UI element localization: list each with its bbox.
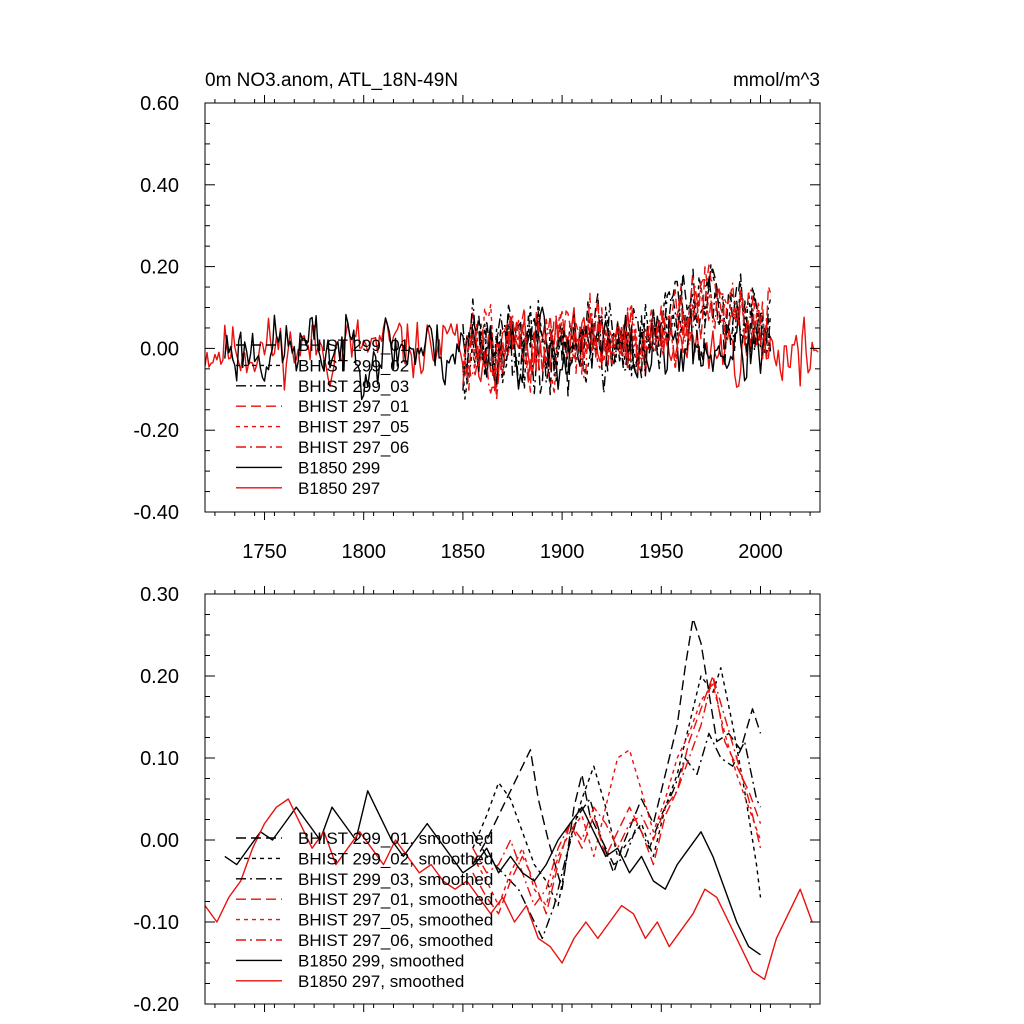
bottom-legend-label: B1850 297, smoothed (298, 972, 464, 991)
top-series-bhist-297-06 (462, 279, 772, 394)
top-legend-label: BHIST 299_01 (298, 336, 409, 355)
top-xtick-label: 1800 (341, 541, 386, 563)
top-series-bhist-299-03 (462, 274, 772, 395)
top-legend-label: B1850 299 (298, 458, 380, 477)
top-title-right: mmol/m^3 (733, 70, 820, 91)
bottom-ytick-label: 0.10 (140, 748, 179, 770)
bottom-series-b1850-299-smoothed (224, 790, 761, 956)
bottom-series-bhist-299-01-smoothed (472, 617, 762, 890)
bottom-series-bhist-299-03-smoothed (472, 732, 762, 940)
top-xtick-label: 1950 (639, 541, 684, 563)
bottom-ytick-label: 0.30 (140, 584, 179, 606)
top-legend-item-bhist-297-01: BHIST 297_01 (236, 397, 409, 416)
bottom-legend-label: BHIST 297_01, smoothed (298, 890, 493, 909)
bottom-legend-label: BHIST 299_01, smoothed (298, 829, 493, 848)
bottom-panel: 0.30 0.20 0.10 0.00 -0.10 -0.20 BHIST 299_01,… (133, 584, 821, 1016)
bottom-legend-item-bhist-299-01-smoothed: BHIST 299_01, smoothed (236, 829, 493, 848)
top-legend-label: B1850 297 (298, 479, 380, 498)
bottom-legend-item-bhist-297-01-smoothed: BHIST 297_01, smoothed (236, 890, 493, 909)
bottom-legend-label: BHIST 297_05, smoothed (298, 911, 493, 930)
top-series-bhist-297-05 (462, 280, 771, 395)
bottom-ytick-label: 0.00 (140, 830, 179, 852)
bottom-legend-label: BHIST 299_03, smoothed (298, 870, 493, 889)
top-xtick-label: 2000 (738, 541, 783, 563)
top-ytick-label: 0.20 (140, 257, 179, 279)
bottom-legend-item-bhist-297-06-smoothed: BHIST 297_06, smoothed (236, 931, 493, 950)
bottom-legend-label: BHIST 297_06, smoothed (298, 931, 493, 950)
top-ytick-label: 0.40 (140, 175, 179, 197)
top-ticks-group: 0.60 0.40 0.20 0.00 -0.20 -0.40 1750 1800 1850 19… (133, 93, 820, 563)
top-series-group (205, 264, 819, 401)
bottom-ytick-label: 0.20 (140, 666, 179, 688)
bottom-ytick-label: -0.20 (133, 994, 179, 1016)
top-legend-item-bhist-299-01: BHIST 299_01 (236, 336, 409, 355)
top-xtick-label: 1900 (540, 541, 585, 563)
bottom-legend-item-b1850-297-smoothed: B1850 297, smoothed (236, 972, 464, 991)
top-ytick-label: 0.00 (140, 338, 179, 360)
bottom-plot-frame (204, 593, 821, 1005)
top-series-bhist-299-02 (462, 264, 772, 400)
top-legend-label: BHIST 299_03 (298, 377, 409, 396)
top-ytick-label: 0.60 (140, 93, 179, 115)
top-legend-item-bhist-299-03: BHIST 299_03 (236, 377, 409, 396)
top-plot-frame (204, 102, 821, 513)
top-xtick-label: 1850 (441, 541, 486, 563)
bottom-series-bhist-297-01-smoothed (472, 675, 762, 915)
top-legend-item-b1850-297: B1850 297 (236, 479, 380, 498)
top-ytick-label: -0.20 (133, 420, 179, 442)
bottom-legend-item-bhist-299-03-smoothed: BHIST 299_03, smoothed (236, 870, 493, 889)
bottom-legend-label: BHIST 299_02, smoothed (298, 849, 493, 868)
top-title-left: 0m NO3.anom, ATL_18N-49N (205, 70, 458, 91)
bottom-legend-item-b1850-299-smoothed: B1850 299, smoothed (236, 951, 464, 970)
bottom-ytick-label: -0.10 (133, 912, 179, 934)
top-legend-item-b1850-299: B1850 299 (236, 458, 380, 477)
bottom-series-bhist-299-02-smoothed (472, 667, 762, 907)
bottom-ticks-group: 0.30 0.20 0.10 0.00 -0.10 -0.20 (133, 584, 820, 1016)
top-legend-label: BHIST 297_06 (298, 438, 409, 457)
top-panel: 0m NO3.anom, ATL_18N-49N mmol/m^3 0.600.… (133, 70, 821, 563)
top-xtick-label: 1750 (242, 541, 287, 563)
top-legend-label: BHIST 297_01 (298, 397, 409, 416)
bottom-series-group (205, 617, 813, 981)
top-legend-label: BHIST 297_05 (298, 418, 409, 437)
top-ytick-label: -0.40 (133, 502, 179, 524)
top-legend-label: BHIST 299_02 (298, 356, 409, 375)
top-legend-item-bhist-297-06: BHIST 297_06 (236, 438, 409, 457)
bottom-legend-label: B1850 299, smoothed (298, 951, 464, 970)
bottom-series-b1850-297-smoothed (205, 798, 813, 981)
bottom-legend-item-bhist-297-05-smoothed: BHIST 297_05, smoothed (236, 911, 493, 930)
bottom-series-bhist-297-05-smoothed (472, 683, 762, 907)
top-legend-item-bhist-299-02: BHIST 299_02 (236, 356, 409, 375)
top-legend-item-bhist-297-05: BHIST 297_05 (236, 418, 409, 437)
bottom-legend-item-bhist-299-02-smoothed: BHIST 299_02, smoothed (236, 849, 493, 868)
